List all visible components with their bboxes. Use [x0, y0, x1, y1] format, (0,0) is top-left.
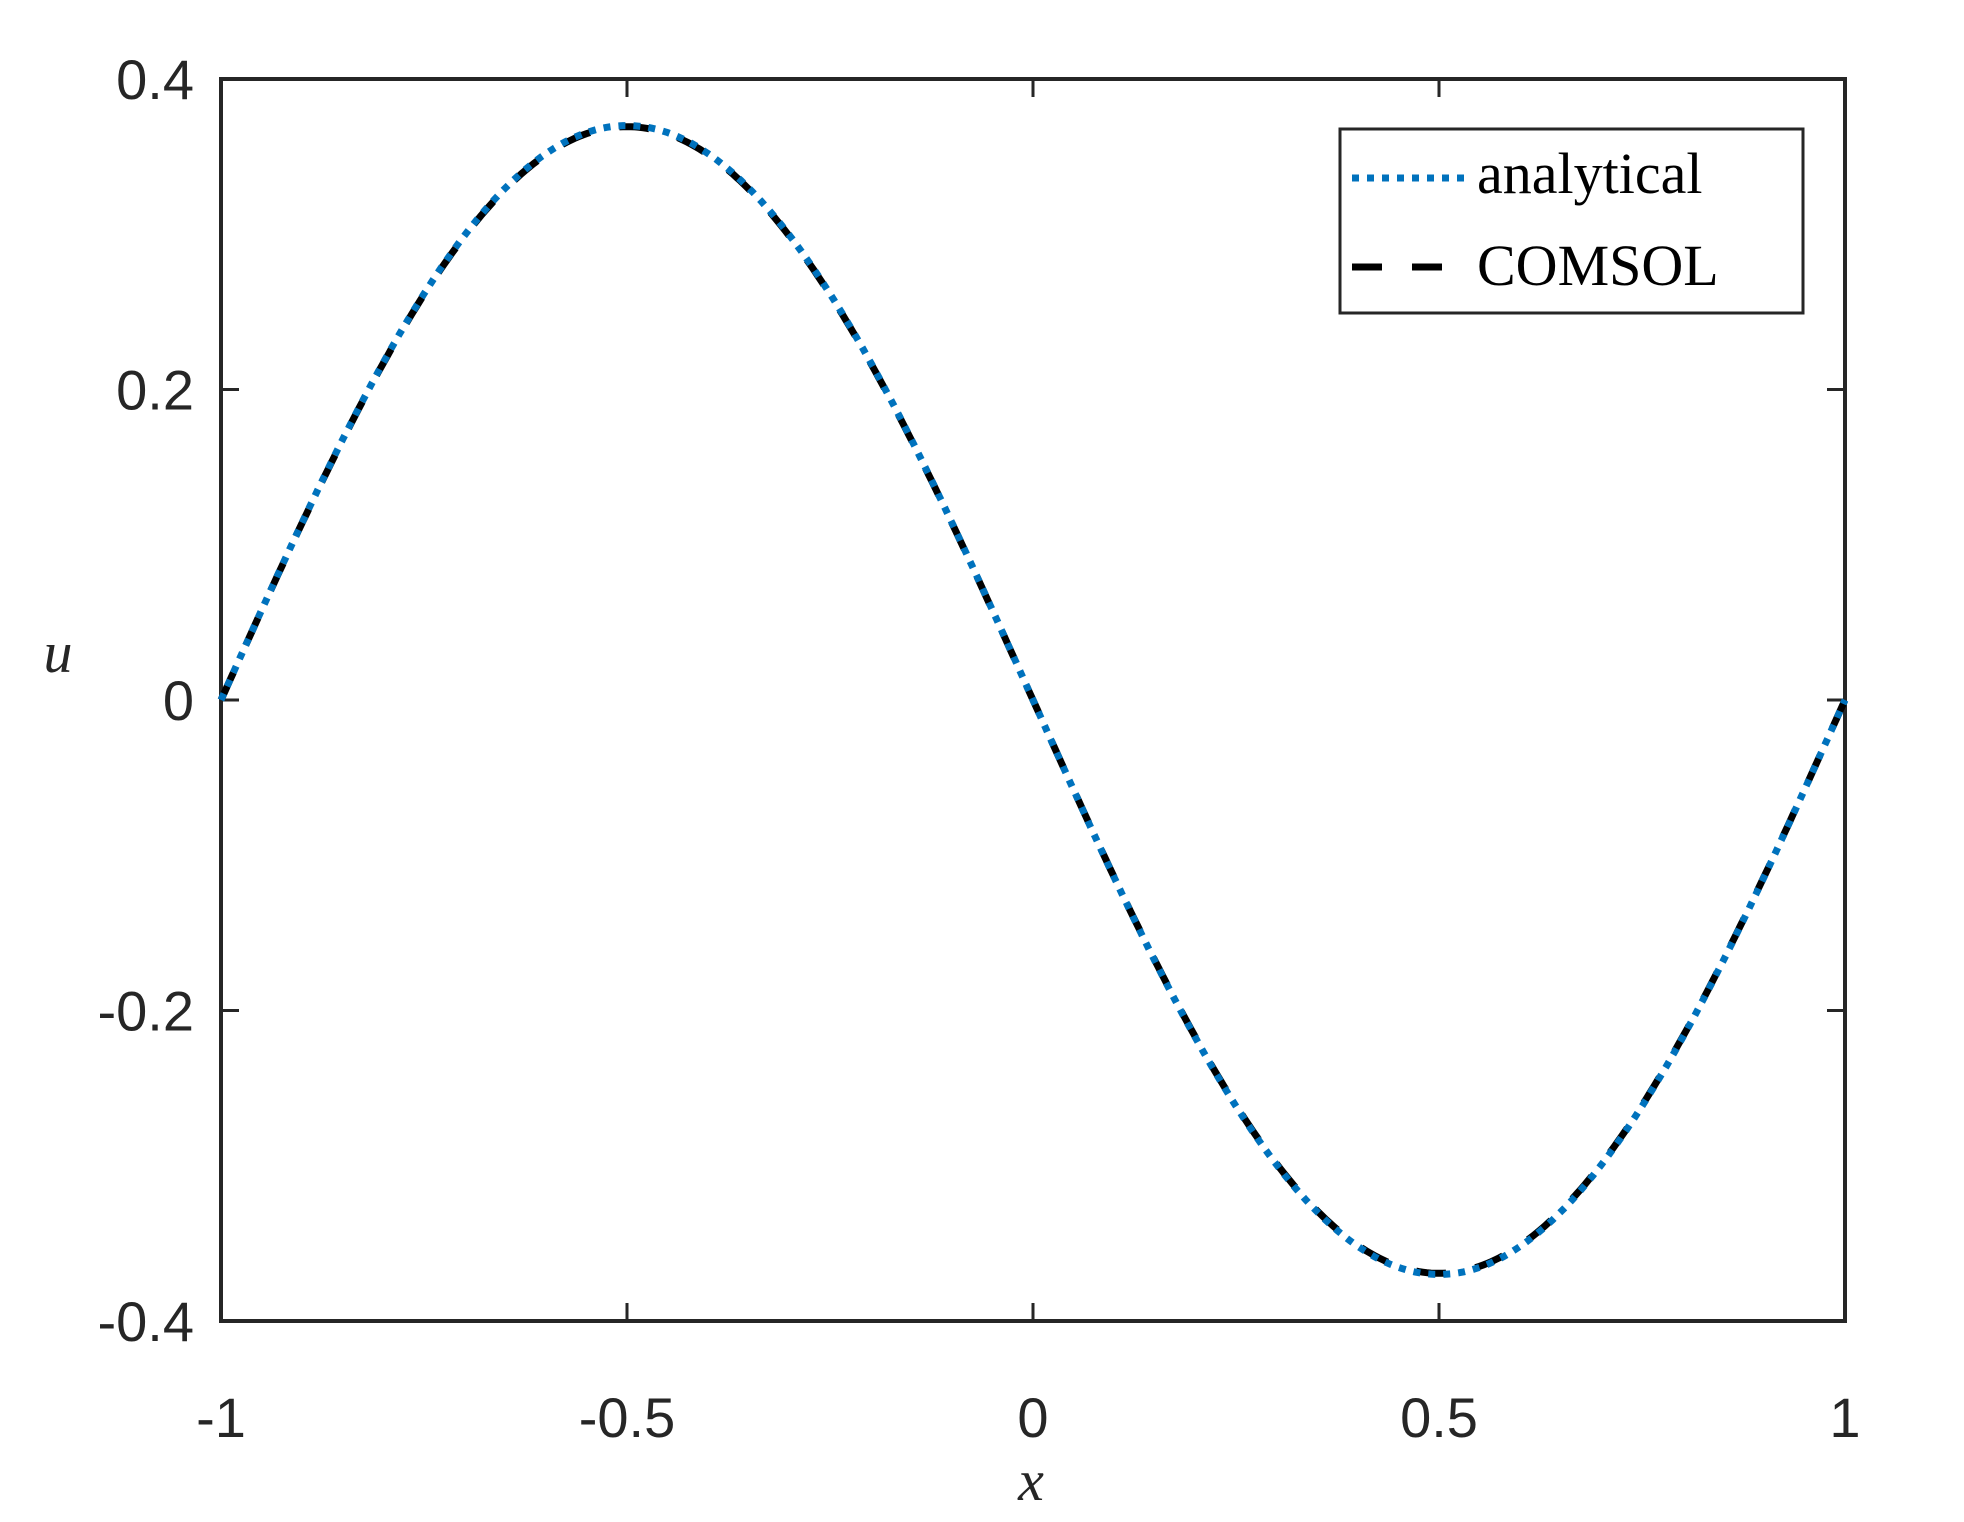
y-axis-label: u: [44, 620, 73, 685]
x-tick-label: 0: [1017, 1386, 1048, 1449]
y-tick-label: 0: [163, 669, 194, 732]
x-tick-label: 0.5: [1400, 1386, 1478, 1449]
y-tick-label: -0.2: [98, 980, 195, 1043]
tick-labels: -1 -0.5 0 0.5 1 -0.4 -0.2 0 0.2 0.4: [98, 48, 1861, 1449]
x-tick-label: -1: [196, 1386, 246, 1449]
x-axis-label: x: [1017, 1448, 1044, 1513]
analytical-curve: [217, 122, 1849, 1278]
x-tick-label: -0.5: [579, 1386, 676, 1449]
ticks: [219, 77, 1847, 1323]
y-tick-label: 0.4: [116, 48, 194, 111]
y-tick-label: -0.4: [98, 1290, 195, 1353]
legend: analytical COMSOL: [1338, 127, 1805, 315]
legend-box: [1338, 127, 1805, 315]
x-tick-label: 1: [1829, 1386, 1860, 1449]
y-tick-label: 0.2: [116, 359, 194, 422]
legend-comsol-label: COMSOL: [1477, 233, 1719, 298]
plot-curves: [217, 122, 1849, 1278]
legend-analytical-label: analytical: [1477, 141, 1702, 206]
